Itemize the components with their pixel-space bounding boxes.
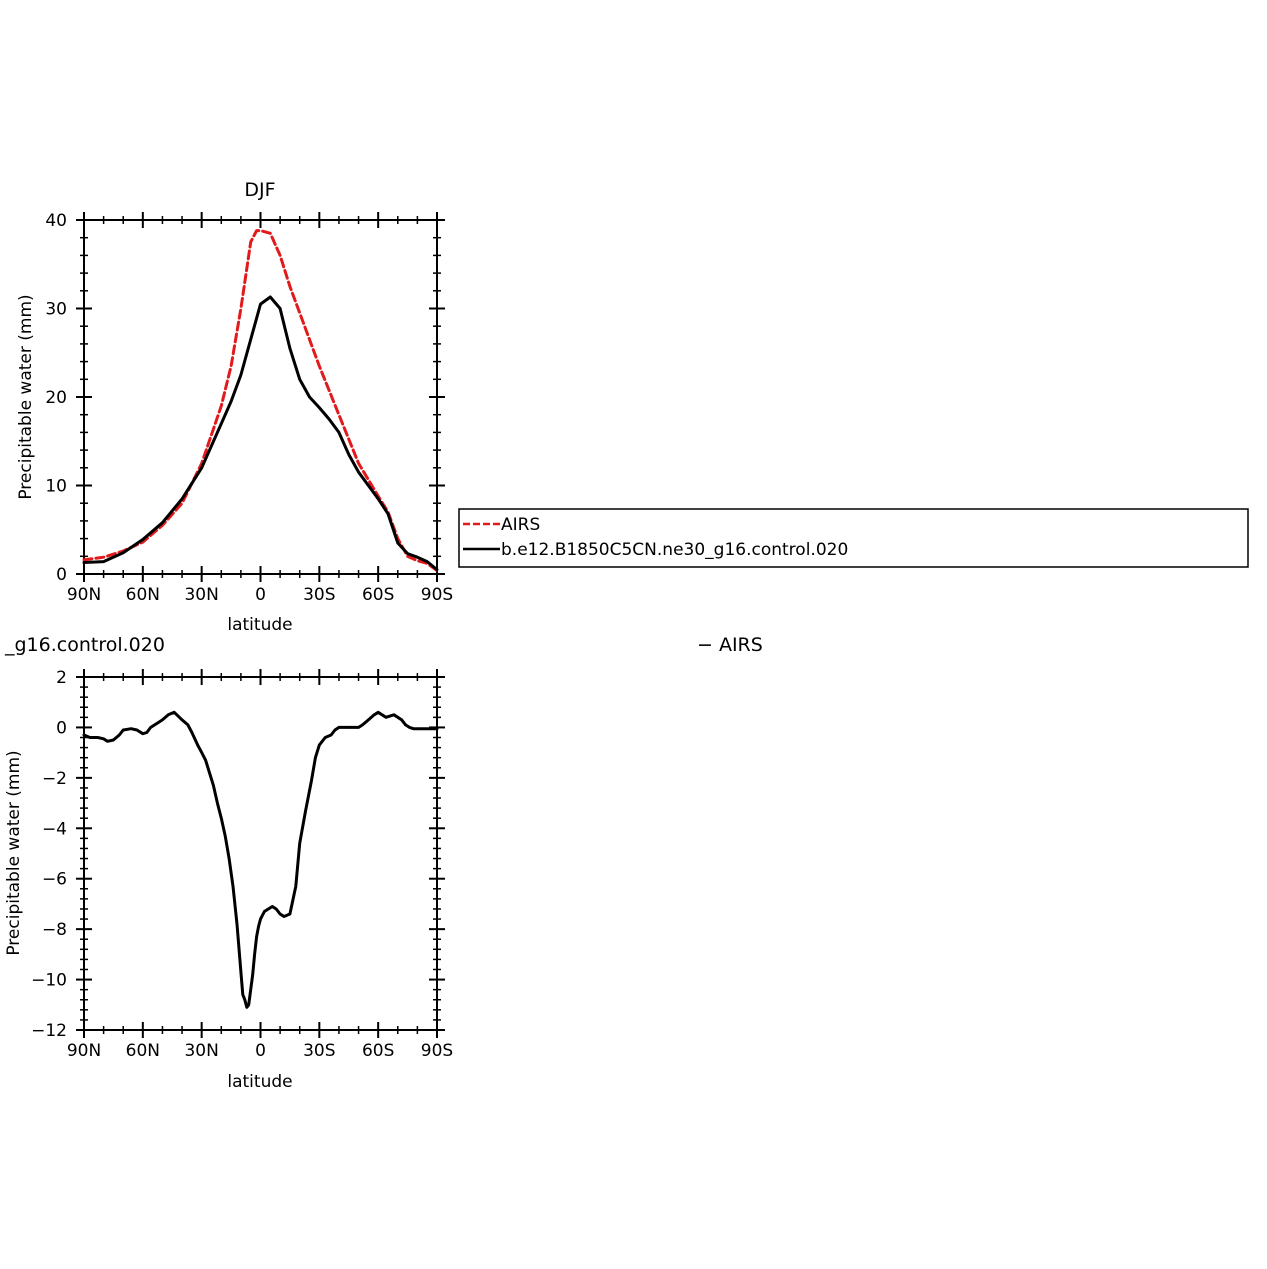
bottom-panel: _g16.control.020 − AIRS 90N 60N 30N 0 30S 60S… (4, 634, 763, 1092)
bottom-x-tick-label: 30N (184, 1041, 218, 1061)
bottom-x-axis-label: latitude (227, 1072, 292, 1092)
bottom-x-tick-label: 30S (303, 1041, 335, 1061)
top-x-tick-label: 0 (255, 585, 266, 605)
bottom-y-tick-label: −8 (42, 920, 67, 940)
top-y-tick-label: 0 (56, 565, 67, 585)
top-x-tick-label: 90N (67, 585, 101, 605)
bottom-x-tick-label: 60N (126, 1041, 160, 1061)
top-panel-title: DJF (244, 179, 275, 201)
legend-box (458, 508, 1249, 568)
bottom-y-tick-label: 0 (56, 718, 67, 738)
top-x-tick-label: 30N (184, 585, 218, 605)
bottom-y-tick-label: −2 (42, 769, 67, 789)
bottom-y-tick-label: 2 (56, 668, 67, 688)
bottom-y-axis-label: Precipitable water (mm) (4, 750, 24, 955)
legend-label-airs: AIRS (501, 515, 540, 535)
top-y-tick-label: 20 (45, 388, 67, 408)
top-y-tick-label: 10 (45, 477, 67, 497)
bottom-y-tick-label: −6 (42, 870, 67, 890)
bottom-x-tick-label: 90N (67, 1041, 101, 1061)
top-x-tick-label: 60S (362, 585, 394, 605)
bottom-y-tick-label: −12 (31, 1021, 67, 1041)
top-x-axis-label: latitude (227, 615, 292, 635)
top-x-tick-label: 60N (126, 585, 160, 605)
top-series-line-airs (82, 229, 439, 572)
legend: AIRS b.e12.B1850C5CN.ne30_g16.control.02… (458, 508, 1249, 568)
bottom-y-tick-label: −4 (42, 819, 67, 839)
top-y-tick-label: 30 (45, 300, 67, 320)
top-panel: DJF 90N 60N 30N 0 30S 60S 90S 0 10 20 30 40 latitud… (16, 179, 453, 635)
top-series-line-b-e12-b1850c5cn-ne30-g16-control-020 (82, 295, 439, 572)
bottom-y-tick-label: −10 (31, 971, 67, 991)
top-x-tick-label: 30S (303, 585, 335, 605)
top-y-tick-label: 40 (45, 211, 67, 231)
bottom-panel-title-right: − AIRS (697, 634, 763, 656)
bottom-plot-frame (83, 676, 438, 1031)
bottom-series-line-difference (82, 710, 439, 1009)
top-x-tick-label: 90S (421, 585, 453, 605)
bottom-panel-title-left: _g16.control.020 (4, 634, 165, 656)
bottom-x-tick-label: 60S (362, 1041, 394, 1061)
top-y-axis-label: Precipitable water (mm) (16, 294, 36, 499)
bottom-x-tick-label: 0 (255, 1041, 266, 1061)
legend-label-model: b.e12.B1850C5CN.ne30_g16.control.020 (501, 540, 848, 560)
bottom-x-tick-label: 90S (421, 1041, 453, 1061)
top-plot-frame (83, 219, 438, 575)
